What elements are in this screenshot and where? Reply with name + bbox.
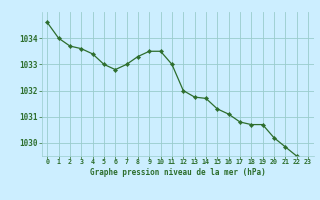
- X-axis label: Graphe pression niveau de la mer (hPa): Graphe pression niveau de la mer (hPa): [90, 168, 266, 177]
